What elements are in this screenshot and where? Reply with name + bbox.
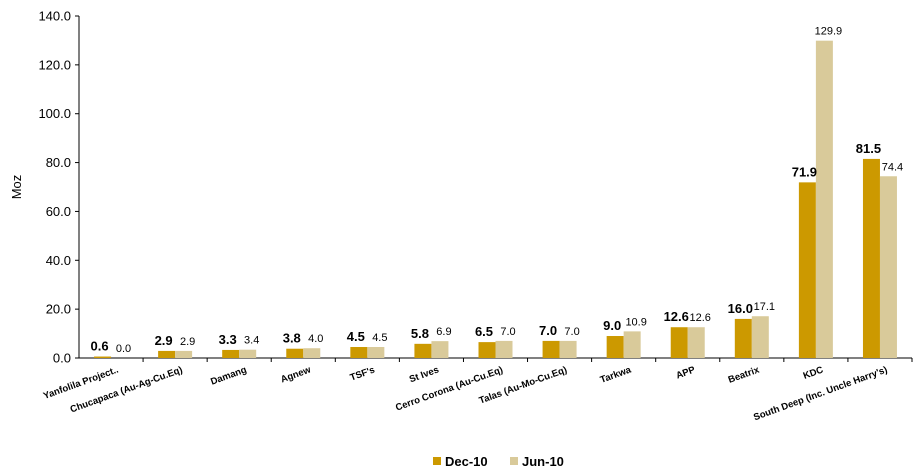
bar-jun-10 xyxy=(303,348,321,358)
data-label-jun-10: 3.4 xyxy=(244,335,259,347)
bar-jun-10 xyxy=(687,327,705,358)
data-label-jun-10: 0.0 xyxy=(116,343,131,355)
bar-dec-10 xyxy=(734,318,752,358)
x-category-label: APP xyxy=(675,364,698,381)
bar-dec-10 xyxy=(414,343,432,358)
data-label-jun-10: 10.9 xyxy=(625,316,646,328)
bar-dec-10 xyxy=(798,182,816,358)
bar-dec-10 xyxy=(286,348,304,358)
x-category-label: Chucapaca (Au-Ag-Cu.Eq) xyxy=(69,364,184,415)
bar-dec-10 xyxy=(670,327,688,358)
data-label-jun-10: 129.9 xyxy=(815,26,843,38)
data-label-jun-10: 2.9 xyxy=(180,336,195,348)
data-label-dec-10: 3.3 xyxy=(219,332,237,347)
data-label-dec-10: 16.0 xyxy=(728,301,753,316)
data-label-jun-10: 17.1 xyxy=(754,301,775,313)
legend-swatch-dec-10 xyxy=(433,457,441,465)
y-axis-label: Moz xyxy=(9,175,24,200)
data-label-dec-10: 4.5 xyxy=(347,329,365,344)
legend: Dec-10 Jun-10 xyxy=(433,454,564,469)
data-label-dec-10: 12.6 xyxy=(664,309,689,324)
bar-dec-10 xyxy=(606,336,624,358)
data-label-dec-10: 81.5 xyxy=(856,141,881,156)
data-label-jun-10: 4.5 xyxy=(372,332,387,344)
y-tick-label: 140.0 xyxy=(38,9,71,24)
data-label-dec-10: 5.8 xyxy=(411,326,429,341)
data-label-dec-10: 71.9 xyxy=(792,164,817,179)
x-category-label: TSF's xyxy=(349,364,377,383)
bar-jun-10 xyxy=(367,347,385,358)
data-label-jun-10: 7.0 xyxy=(500,326,515,338)
x-category-label: Cerro Corona (Au-Cu.Eq) xyxy=(394,364,504,413)
legend-label-jun-10: Jun-10 xyxy=(522,454,564,469)
bars xyxy=(94,40,897,359)
x-category-label: KDC xyxy=(802,364,825,381)
bar-jun-10 xyxy=(751,316,769,358)
data-label-dec-10: 3.8 xyxy=(283,331,301,346)
data-label-dec-10: 2.9 xyxy=(155,333,173,348)
bar-dec-10 xyxy=(350,347,368,358)
data-label-dec-10: 9.0 xyxy=(603,318,621,333)
data-label-jun-10: 12.6 xyxy=(690,312,711,324)
data-label-jun-10: 4.0 xyxy=(308,333,323,345)
x-category-label: Beatrix xyxy=(727,364,762,386)
bar-dec-10 xyxy=(862,158,880,358)
bar-dec-10 xyxy=(478,342,496,358)
bar-dec-10 xyxy=(94,356,112,358)
data-label-dec-10: 0.6 xyxy=(90,339,108,354)
bar-jun-10 xyxy=(623,331,641,358)
y-tick-label: 40.0 xyxy=(46,253,71,268)
y-axis: 0.0 20.0 40.0 60.0 80.0 100.0 120.0 140.0 xyxy=(38,9,912,366)
x-category-label: St Ives xyxy=(408,364,441,385)
data-label-dec-10: 6.5 xyxy=(475,324,493,339)
bar-jun-10 xyxy=(815,40,833,359)
y-tick-label: 20.0 xyxy=(46,302,71,317)
x-category-label: Damang xyxy=(209,364,248,387)
bar-dec-10 xyxy=(222,349,240,358)
bar-jun-10 xyxy=(559,340,577,358)
legend-label-dec-10: Dec-10 xyxy=(445,454,488,469)
data-label-jun-10: 6.9 xyxy=(436,326,451,338)
x-axis-categories: Yanfolila Project..Chucapaca (Au-Ag-Cu.E… xyxy=(42,358,913,423)
data-label-dec-10: 7.0 xyxy=(539,323,557,338)
data-label-jun-10: 7.0 xyxy=(564,326,579,338)
legend-swatch-jun-10 xyxy=(510,457,518,465)
bar-jun-10 xyxy=(431,341,449,358)
y-tick-label: 80.0 xyxy=(46,155,71,170)
x-category-label: Agnew xyxy=(279,364,313,385)
bar-dec-10 xyxy=(542,340,560,358)
data-label-jun-10: 74.4 xyxy=(882,161,903,173)
bar-dec-10 xyxy=(158,350,176,358)
bar-jun-10 xyxy=(239,349,257,358)
y-tick-label: 0.0 xyxy=(53,351,71,366)
bar-jun-10 xyxy=(175,350,193,358)
x-category-label: Tarkwa xyxy=(599,364,634,386)
bar-jun-10 xyxy=(495,340,513,358)
data-labels: 0.6 0.0 2.9 2.9 3.3 3.4 3.8 4.0 4.5 4.5 5.8 6.9 6.5 7… xyxy=(90,26,903,355)
y-tick-label: 120.0 xyxy=(38,57,71,72)
y-tick-label: 60.0 xyxy=(46,204,71,219)
bar-jun-10 xyxy=(879,176,897,358)
y-tick-label: 100.0 xyxy=(38,106,71,121)
